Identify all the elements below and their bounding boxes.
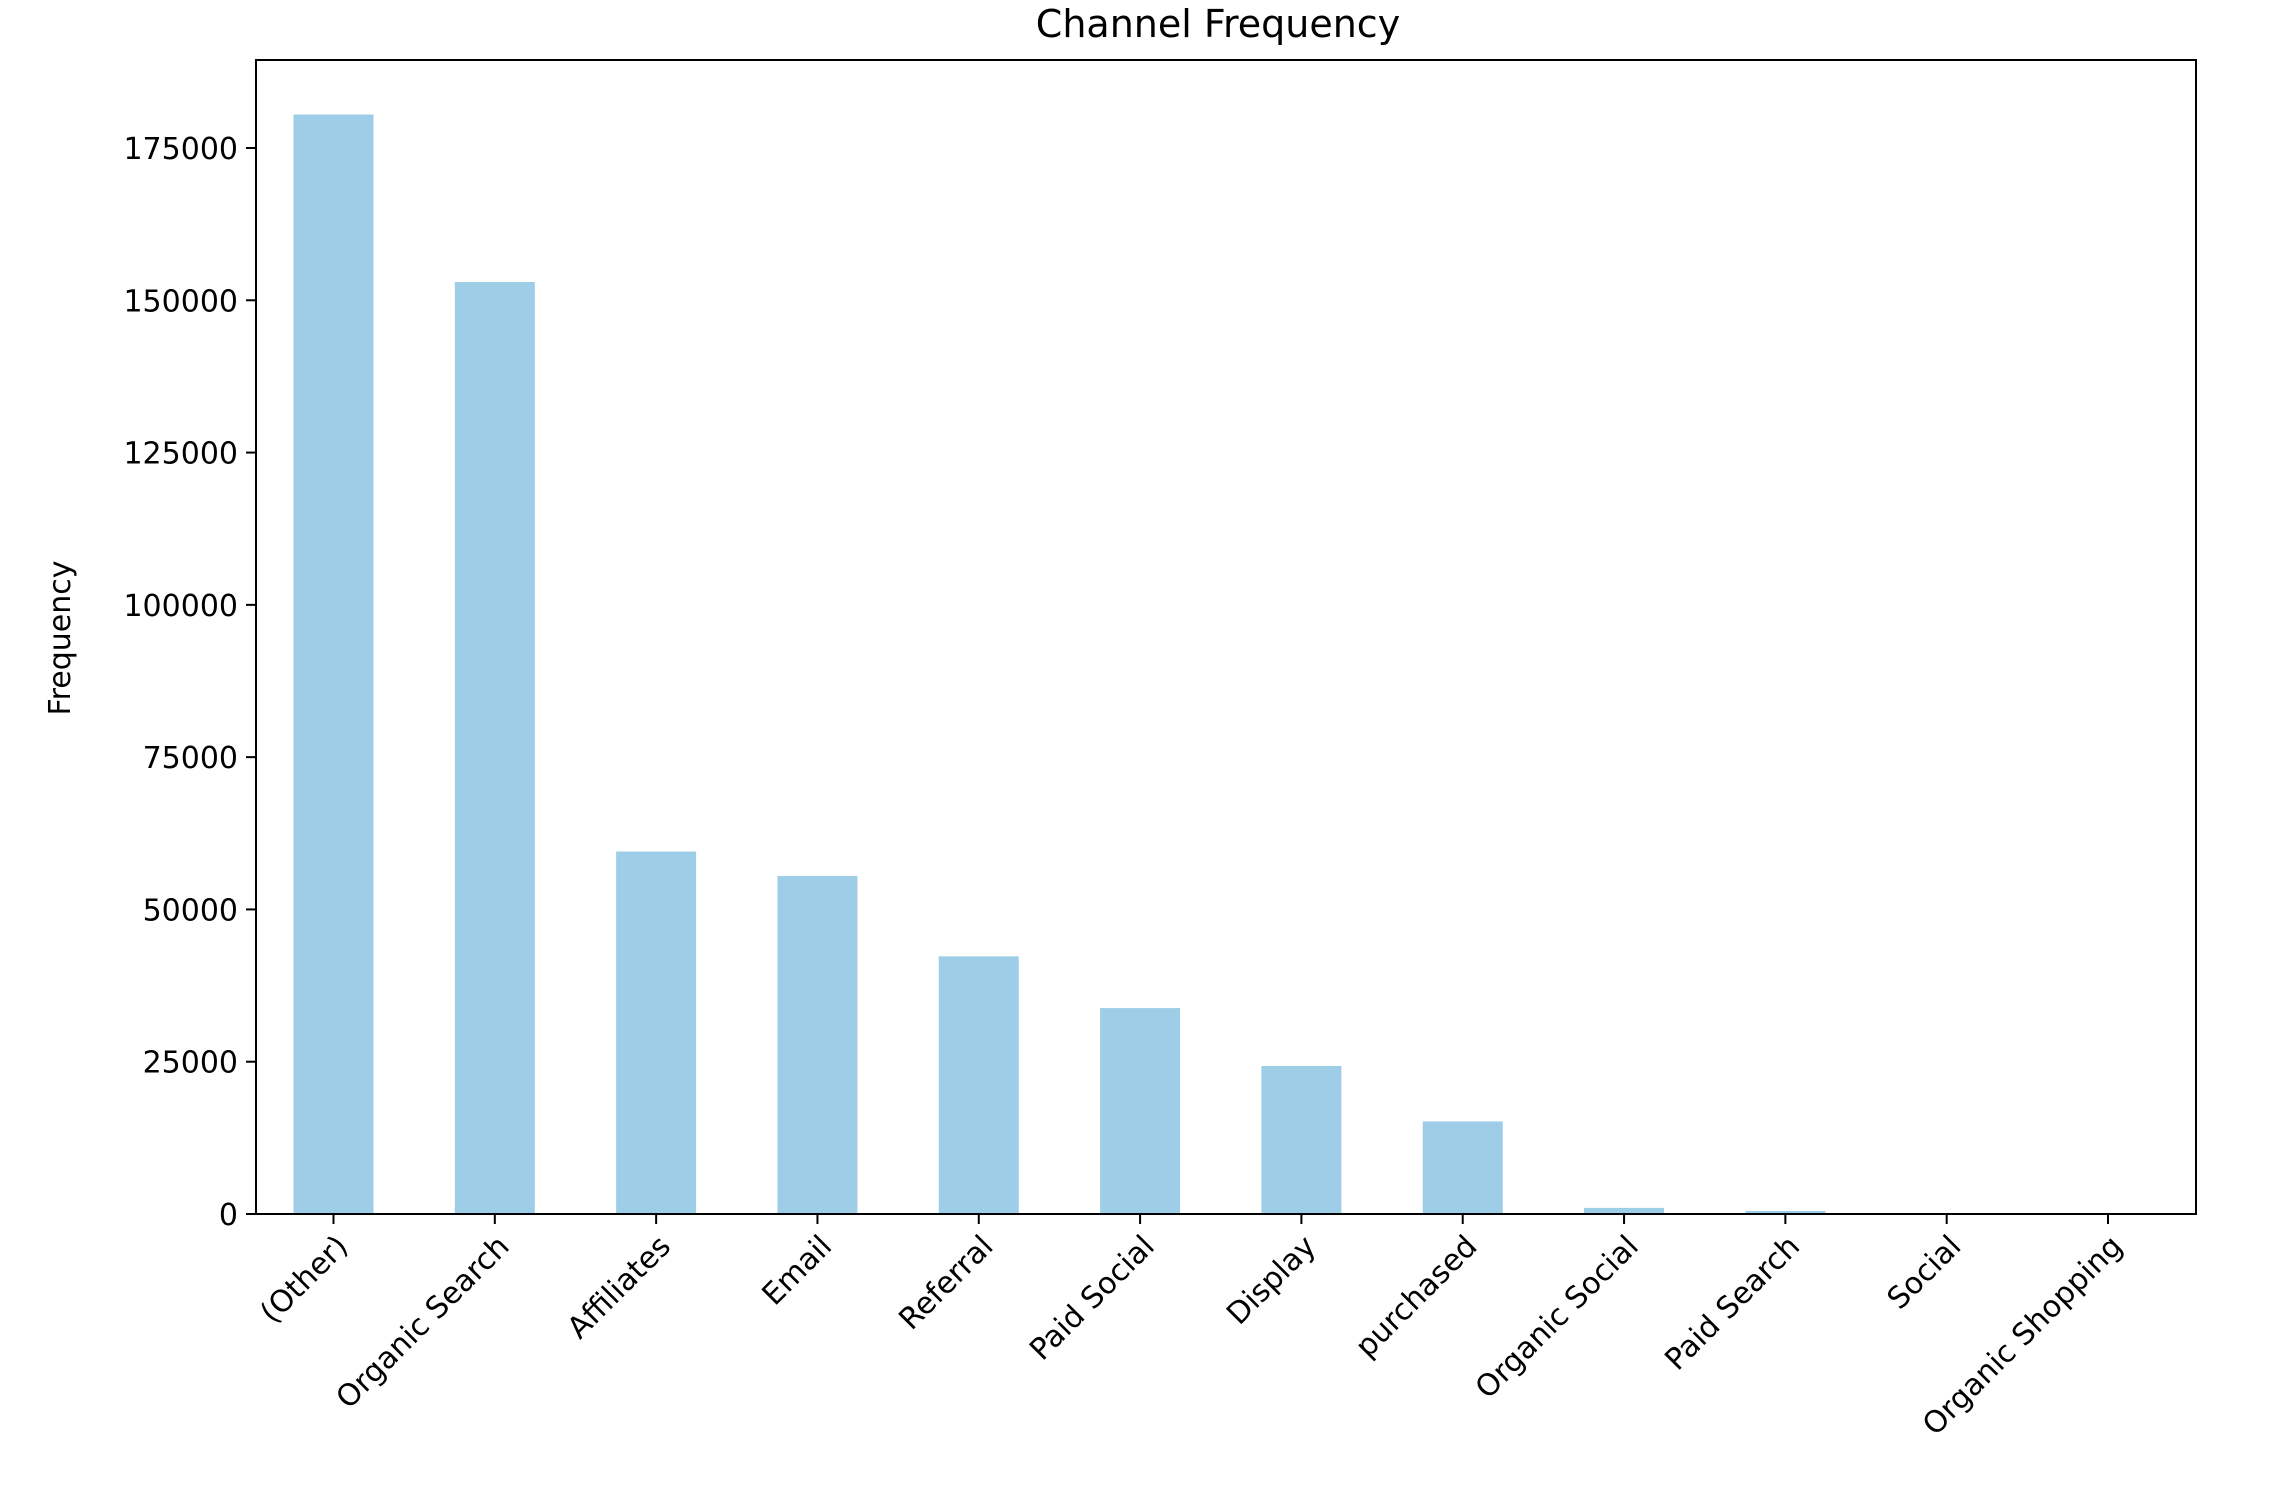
x-tick-label: Paid Social xyxy=(1023,1229,1162,1368)
bar xyxy=(1584,1207,1665,1214)
plot-frame xyxy=(255,59,2197,1215)
bar xyxy=(1261,1065,1342,1214)
bar xyxy=(454,282,535,1214)
y-tick-label: 0 xyxy=(219,1198,238,1233)
y-tick-label: 125000 xyxy=(123,437,238,472)
bars-group xyxy=(293,114,2148,1214)
y-tick-label: 75000 xyxy=(143,741,238,776)
y-axis: 0 25000 50000 75000 100000 125000 150000 175000 xyxy=(123,132,256,1233)
y-tick-label: 50000 xyxy=(143,893,238,928)
x-tick-label: Display xyxy=(1220,1229,1323,1332)
x-tick-label: Paid Search xyxy=(1658,1229,1807,1378)
bar xyxy=(1422,1121,1503,1214)
chart-title: Channel Frequency xyxy=(1036,2,1400,46)
x-tick-label: Affiliates xyxy=(561,1229,678,1346)
x-tick-label: Organic Search xyxy=(330,1229,517,1416)
y-tick-label: 175000 xyxy=(123,132,238,167)
y-tick-label: 100000 xyxy=(123,589,238,624)
y-tick-label: 150000 xyxy=(123,284,238,319)
x-tick-label: Organic Social xyxy=(1469,1229,1646,1406)
x-tick-label: Social xyxy=(1881,1229,1969,1317)
x-axis: (Other)Organic Search Affiliates Email Refe… xyxy=(254,1214,2130,1443)
bar xyxy=(1100,1008,1181,1214)
bar xyxy=(616,851,697,1214)
x-tick-label: Referral xyxy=(892,1229,1000,1337)
bar xyxy=(293,114,374,1214)
x-tick-label: Email xyxy=(756,1229,840,1313)
y-axis-label: Frequency xyxy=(43,561,78,716)
x-tick-label: purchased xyxy=(1349,1229,1485,1365)
y-tick-label: 25000 xyxy=(143,1046,238,1081)
x-tick-label: (Other) xyxy=(254,1229,356,1331)
bar xyxy=(938,956,1019,1214)
bar xyxy=(1745,1210,1826,1214)
bar xyxy=(777,875,858,1214)
